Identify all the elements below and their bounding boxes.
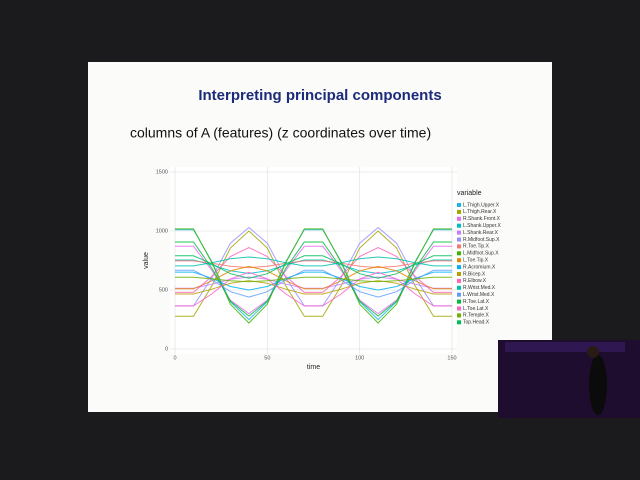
series-line [175, 259, 452, 275]
legend-label: R.Shank.Front.X [463, 216, 501, 222]
legend-swatch [457, 244, 461, 249]
speaker-head [587, 346, 599, 358]
legend-swatch [457, 237, 461, 242]
x-tick-label: 150 [447, 355, 456, 361]
legend-label: R.Acromium.X [463, 264, 496, 270]
x-axis-label: time [307, 364, 320, 371]
x-tick-label: 100 [355, 355, 364, 361]
legend-swatch [457, 258, 461, 263]
x-tick-label: 0 [173, 355, 176, 361]
legend-swatch [457, 203, 461, 207]
legend-label: R.Bicep.X [463, 271, 486, 277]
series-line [175, 256, 452, 267]
legend-swatch [457, 299, 461, 304]
legend-label: R.Toe.Lat.X [463, 299, 490, 305]
legend-label: R.Midfoot.Sup.X [463, 237, 500, 243]
legend-label: R.Elbow.X [463, 278, 487, 284]
legend-swatch [457, 278, 461, 283]
slide-subtitle: columns of A (features) (z coordinates o… [130, 125, 431, 141]
y-tick-label: 1000 [156, 228, 168, 234]
legend-label: L.Midfoot.Sup.X [463, 251, 499, 257]
legend-label: L.Toe.Tip.X [463, 258, 489, 264]
legend-label: L.Shank.Rear.X [463, 230, 499, 236]
legend-swatch [457, 272, 461, 276]
series-line [175, 228, 452, 324]
legend-swatch [457, 251, 461, 256]
series-line [175, 255, 452, 279]
legend-label: L.Shank.Upper.X [463, 223, 501, 229]
legend-swatch [457, 292, 461, 297]
slide-title: Interpreting principal components [198, 87, 441, 104]
y-axis-label: value [143, 252, 150, 269]
x-tick-label: 50 [264, 355, 270, 361]
legend-label: L.Toe.Lat.X [463, 306, 489, 312]
legend-title: variable [457, 190, 482, 197]
legend-swatch [457, 313, 461, 318]
legend-swatch [457, 223, 461, 228]
series-line [175, 241, 452, 317]
legend-swatch [457, 285, 461, 290]
legend-label: R.Wrist.Med.X [463, 285, 496, 291]
legend-swatch [457, 306, 461, 311]
legend-swatch [457, 209, 461, 214]
y-tick-label: 500 [159, 287, 168, 293]
y-tick-label: 1500 [156, 169, 168, 175]
legend-swatch [457, 265, 461, 270]
legend-label: R.Toe.Tip.X [463, 244, 490, 250]
series-line [175, 246, 452, 293]
series-line [175, 260, 452, 269]
legend-swatch [457, 320, 461, 325]
y-tick-label: 0 [165, 346, 168, 352]
legend-label: L.Thigh.Rear.X [463, 209, 497, 215]
speaker-video [498, 340, 640, 418]
series-line [175, 276, 452, 289]
series-line [175, 276, 452, 283]
legend-swatch [457, 216, 461, 221]
series-line [175, 265, 452, 290]
plot: 0 500 1000 1500 0 50 100 150 time value variable L.… [143, 167, 501, 371]
video-light [505, 342, 625, 352]
legend-label: L.Wrist.Med.X [463, 292, 495, 298]
legend-label: L.Thigh.Upper.X [463, 202, 500, 208]
legend-swatch [457, 230, 461, 235]
series-line [175, 271, 452, 307]
legend-label: Top.Head.X [463, 320, 490, 326]
legend-label: R.Temple.X [463, 313, 490, 319]
series-line [175, 271, 452, 291]
speaker [589, 355, 607, 415]
